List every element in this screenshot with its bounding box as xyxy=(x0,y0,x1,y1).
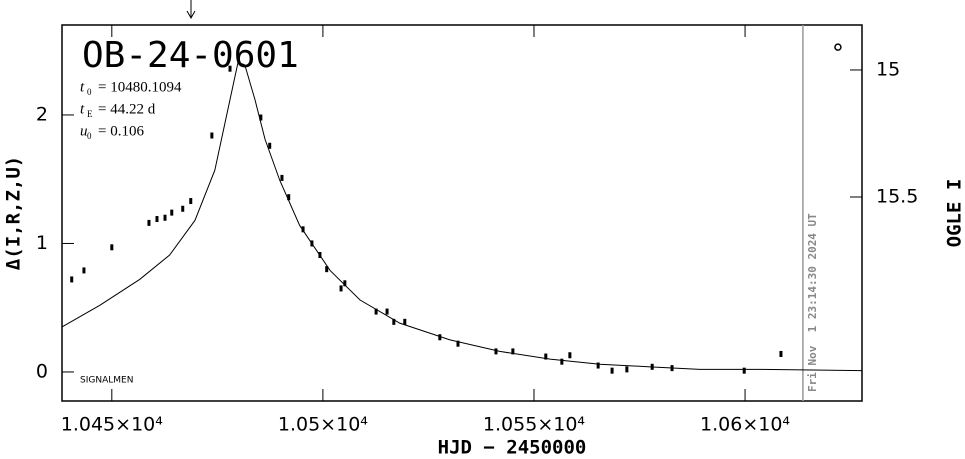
data-point xyxy=(189,198,193,205)
data-point xyxy=(742,367,746,374)
data-point xyxy=(544,353,548,360)
y2-axis-label: OGLE I xyxy=(944,179,965,248)
data-point xyxy=(625,366,629,373)
param-symbol: u xyxy=(80,123,88,139)
param-sub: 0 xyxy=(87,131,92,141)
data-point xyxy=(568,352,572,359)
data-point xyxy=(170,209,174,216)
data-point xyxy=(834,43,842,51)
data-point xyxy=(163,214,167,221)
data-point xyxy=(385,308,389,315)
data-point xyxy=(403,318,407,325)
data-point xyxy=(374,308,378,315)
x-tick-label: 1.05×10⁴ xyxy=(278,414,368,436)
data-point xyxy=(596,362,600,369)
data-point xyxy=(181,205,185,212)
data-point xyxy=(268,142,272,149)
param-text: = 10480.1094 xyxy=(98,79,182,95)
param-symbol: t xyxy=(80,101,85,117)
data-point xyxy=(511,348,515,355)
data-point xyxy=(438,334,442,341)
data-point xyxy=(325,266,329,273)
data-point xyxy=(82,267,86,274)
x-tick-label: 1.045×10⁴ xyxy=(61,414,163,436)
data-point xyxy=(779,350,783,357)
data-point xyxy=(494,348,498,355)
y2-tick-label: 15 xyxy=(876,58,900,80)
param-text: = 0.106 xyxy=(98,123,144,139)
y2-tick-label: 15.5 xyxy=(876,185,918,207)
data-point xyxy=(392,318,396,325)
data-point xyxy=(343,280,347,287)
data-point xyxy=(70,276,74,283)
param-sub: 0 xyxy=(87,87,92,97)
data-point xyxy=(301,226,305,233)
corner-note: SIGNALMEN xyxy=(80,376,133,386)
y-axis-label: Δ(I,R,Z,U) xyxy=(3,156,25,270)
y-tick-label: 0 xyxy=(36,360,48,382)
data-point xyxy=(610,367,614,374)
data-point xyxy=(456,340,460,347)
plot-area xyxy=(61,43,863,374)
model-curve xyxy=(61,61,863,372)
param-sub: E xyxy=(87,109,93,119)
plot-frame xyxy=(61,24,863,402)
chart-title: OB-24-0601 xyxy=(82,35,299,76)
arrow-head xyxy=(186,10,196,20)
x-tick-label: 1.055×10⁴ xyxy=(483,414,585,436)
data-point xyxy=(110,244,114,251)
param-text: = 44.22 d xyxy=(98,101,156,117)
timestamp: Fri Nov 1 23:14:30 2024 UT xyxy=(806,213,819,392)
data-point xyxy=(147,219,151,226)
data-point xyxy=(155,216,159,223)
y-tick-label: 1 xyxy=(36,232,48,254)
data-point xyxy=(228,65,232,72)
data-point xyxy=(280,174,284,181)
data-point xyxy=(339,285,343,292)
y-tick-label: 2 xyxy=(36,103,48,125)
data-point xyxy=(259,114,263,121)
x-tick-label: 1.06×10⁴ xyxy=(700,414,790,436)
data-point xyxy=(560,358,564,365)
data-point xyxy=(287,194,291,201)
param-symbol: t xyxy=(80,79,85,95)
data-point xyxy=(210,132,214,139)
x-axis-label: HJD − 2450000 xyxy=(438,437,587,459)
